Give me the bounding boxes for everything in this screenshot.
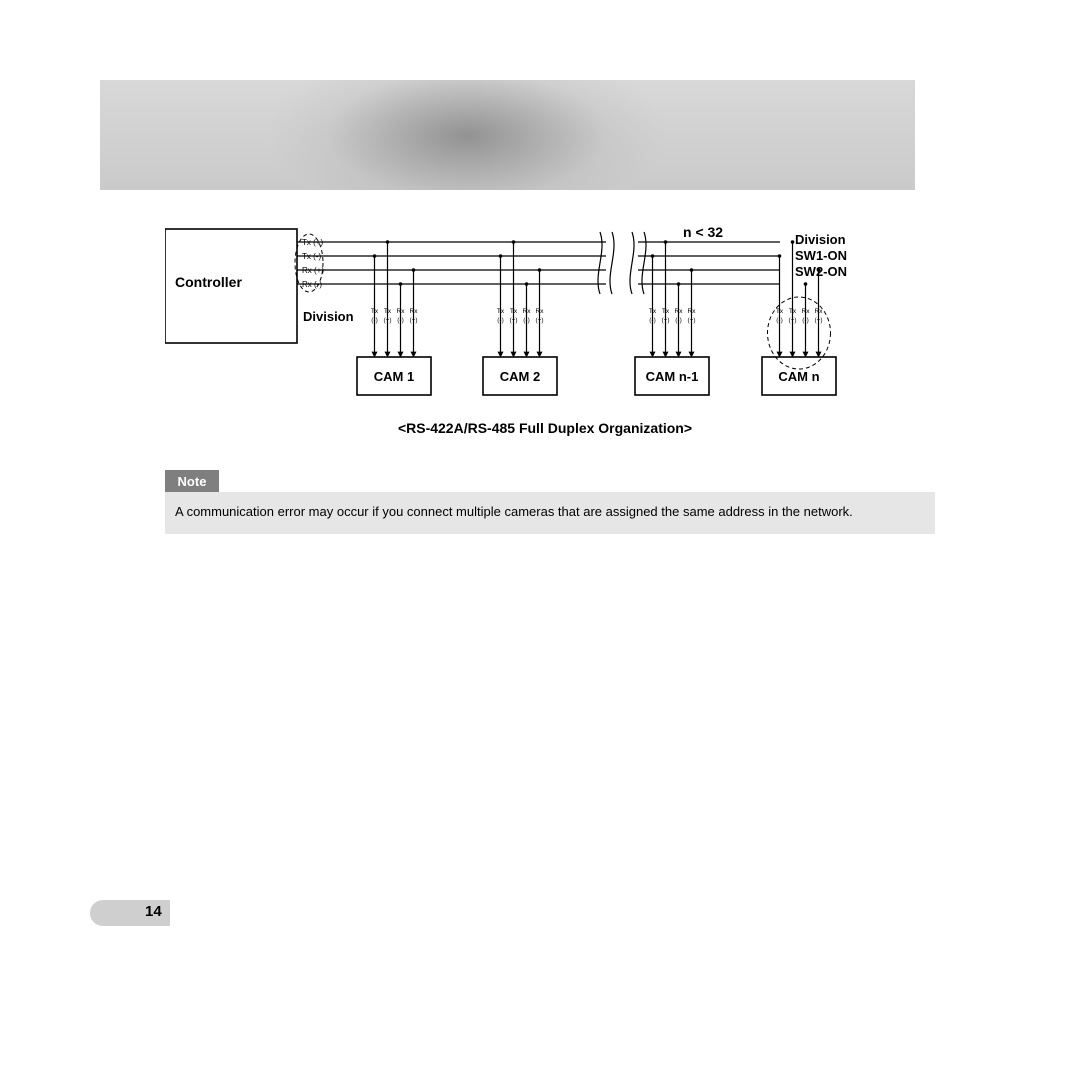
svg-text:Rx: Rx [536,308,545,315]
note-body: A communication error may occur if you c… [165,492,935,534]
svg-text:Rx: Rx [802,308,811,315]
svg-text:(-): (-) [776,317,783,324]
svg-text:n < 32: n < 32 [683,224,723,240]
svg-text:Tx: Tx [649,308,657,315]
svg-text:Rx: Rx [397,308,406,315]
svg-text:(+): (+) [409,317,417,324]
svg-text:Tx: Tx [776,308,784,315]
diagram-caption: <RS-422A/RS-485 Full Duplex Organization… [165,420,925,436]
svg-text:(+): (+) [687,317,695,324]
svg-text:(+): (+) [383,317,391,324]
svg-text:(+): (+) [661,317,669,324]
svg-text:Division: Division [303,309,354,324]
svg-text:(+): (+) [814,317,822,324]
svg-text:Tx: Tx [662,308,670,315]
svg-text:Division: Division [795,232,846,247]
svg-text:Tx: Tx [497,308,505,315]
svg-text:(+): (+) [509,317,517,324]
svg-text:(-): (-) [497,317,504,324]
svg-text:Controller: Controller [175,274,242,290]
svg-text:(-): (-) [675,317,682,324]
svg-text:CAM 2: CAM 2 [500,369,540,384]
svg-text:Rx: Rx [523,308,532,315]
svg-text:Rx: Rx [675,308,684,315]
svg-text:Rx: Rx [410,308,419,315]
svg-text:CAM n: CAM n [778,369,819,384]
wiring-diagram: ControllerTx (+)Tx (-)Rx (+)Rx (-)Divisi… [165,220,925,420]
header-photo [100,80,915,190]
svg-text:(-): (-) [371,317,378,324]
svg-text:Tx: Tx [384,308,392,315]
svg-text:SW2-ON: SW2-ON [795,264,847,279]
svg-text:Tx: Tx [510,308,518,315]
svg-text:(-): (-) [523,317,530,324]
page-number: 14 [145,903,162,920]
note-tab: Note [165,470,219,492]
svg-text:(+): (+) [788,317,796,324]
svg-text:Rx: Rx [688,308,697,315]
svg-text:(-): (-) [397,317,404,324]
svg-text:SW1-ON: SW1-ON [795,248,847,263]
svg-text:CAM n-1: CAM n-1 [646,369,699,384]
svg-text:(-): (-) [649,317,656,324]
svg-text:CAM 1: CAM 1 [374,369,414,384]
svg-text:(-): (-) [802,317,809,324]
svg-text:Tx: Tx [371,308,379,315]
svg-text:(+): (+) [535,317,543,324]
svg-text:Tx: Tx [789,308,797,315]
